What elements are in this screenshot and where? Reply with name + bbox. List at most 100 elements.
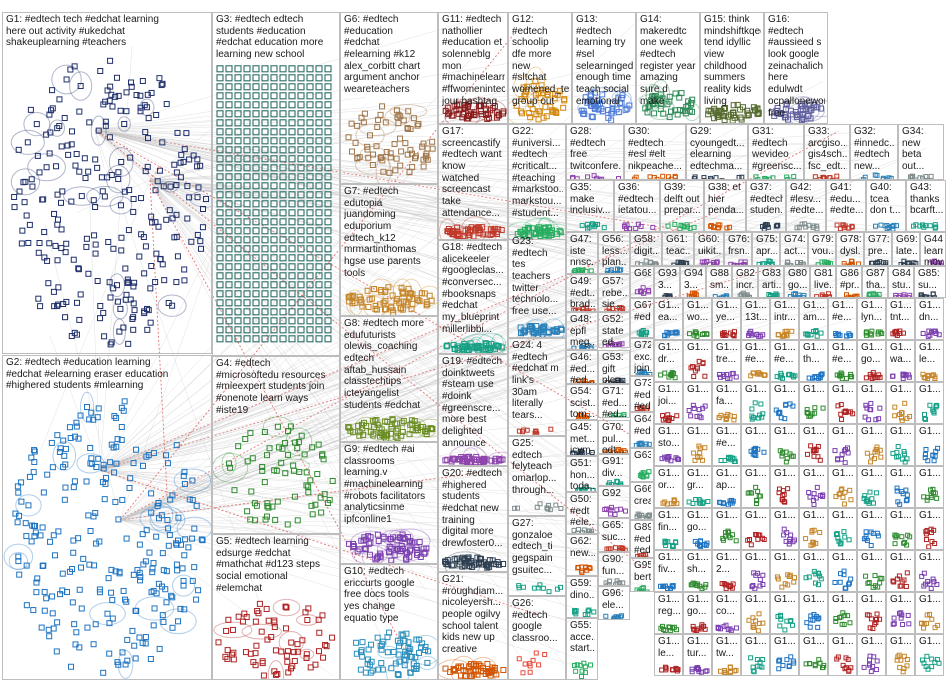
group-small[interactable]: G1...	[799, 592, 828, 634]
group-small[interactable]: G1...	[741, 466, 770, 508]
group-small[interactable]: G1... tw...	[712, 634, 741, 676]
group-g26[interactable]: G26: #edtech google classroo...	[508, 596, 566, 680]
group-small[interactable]: G1... am...	[799, 298, 828, 340]
group-small[interactable]: G1...	[915, 550, 944, 592]
group-g69[interactable]: G69: late...	[892, 232, 920, 266]
group-small[interactable]: G1...	[915, 466, 944, 508]
group-g75[interactable]: G75: apr...	[752, 232, 780, 266]
group-g45[interactable]: G45: met... icym...	[566, 420, 598, 456]
group-small[interactable]: G1...	[770, 508, 799, 550]
group-g21[interactable]: G21: #roughdiam... nicoleyersh... people…	[438, 572, 508, 680]
group-small[interactable]: G1...	[770, 424, 799, 466]
group-g27[interactable]: G27: gonzaloe edtech_ti gegspain gsuitec…	[508, 516, 566, 596]
group-g48[interactable]: G48: epfl meg...	[566, 312, 598, 350]
group-small[interactable]: G1...	[683, 382, 712, 424]
group-small[interactable]: G1...	[857, 424, 886, 466]
group-small[interactable]: G1... sto...	[654, 424, 683, 466]
group-small[interactable]: G1...	[741, 424, 770, 466]
group-g34[interactable]: G34: new beta out...	[898, 124, 944, 180]
group-g12[interactable]: G12: #edtech schoolip dfe more new #sltc…	[508, 12, 572, 124]
group-small[interactable]: G1... fa...	[712, 382, 741, 424]
group-g16[interactable]: G16: #edtech #aussieed s look google zei…	[764, 12, 828, 124]
group-g81[interactable]: G81: live...	[810, 266, 836, 298]
group-small[interactable]: G1... ap...	[712, 466, 741, 508]
group-small[interactable]: G1...	[857, 466, 886, 508]
group-g80[interactable]: G80: go...	[784, 266, 810, 298]
group-small[interactable]: G1... tur...	[683, 634, 712, 676]
group-small[interactable]: G1...	[828, 466, 857, 508]
group-g24[interactable]: G24: 4 #edtech #edchat m link's 30am lit…	[508, 338, 566, 436]
group-small[interactable]: G1...	[915, 592, 944, 634]
group-g15[interactable]: G15: think mindshiftkqed tend idyllic vi…	[700, 12, 764, 124]
group-g13[interactable]: G13: #edtech learning try #sel selearnin…	[572, 12, 636, 124]
group-small[interactable]: G1...	[799, 634, 828, 676]
group-small[interactable]: G1...	[828, 592, 857, 634]
group-small[interactable]: G1...	[770, 550, 799, 592]
group-g90[interactable]: G90: fun...	[598, 552, 630, 586]
group-g60[interactable]: G60: uikit...	[694, 232, 724, 266]
group-g76[interactable]: G76: frsn...	[724, 232, 752, 266]
group-small[interactable]: G1...	[886, 634, 915, 676]
group-g83[interactable]: G83: arti...	[758, 266, 784, 298]
group-g31[interactable]: G31: #edtech wevideo #greensc...	[748, 124, 804, 180]
group-g32[interactable]: G32: #innedc... #edtech new...	[850, 124, 898, 180]
group-g39[interactable]: G39: delft out prepar...	[660, 180, 704, 232]
group-small[interactable]: G1... th...	[799, 340, 828, 382]
group-g8[interactable]: G8: #edtech more edufuturists olewis_coa…	[340, 316, 438, 442]
group-g2[interactable]: G2: #edtech #education learning #edchat …	[2, 355, 212, 680]
group-g96[interactable]: G96: ele...	[598, 586, 630, 620]
group-small[interactable]: G1... reg...	[654, 592, 683, 634]
group-g43[interactable]: G43: thanks bcarft...	[906, 180, 946, 232]
group-small[interactable]: G1...	[712, 508, 741, 550]
group-g71[interactable]: G71: #ed... #ed...	[598, 384, 630, 418]
group-small[interactable]: G1... le...	[915, 340, 944, 382]
group-small[interactable]: G1...	[770, 466, 799, 508]
group-small[interactable]: G1...	[886, 508, 915, 550]
group-g84[interactable]: G84: stu...	[888, 266, 914, 298]
group-g86[interactable]: G86: #pr...	[836, 266, 862, 298]
group-small[interactable]: G1...	[828, 550, 857, 592]
group-g52[interactable]: G52: state ed...	[598, 312, 630, 348]
group-small[interactable]: G1... #e...	[741, 340, 770, 382]
group-g40[interactable]: G40: tcea don t...	[866, 180, 906, 232]
group-small[interactable]: G1...	[741, 634, 770, 676]
group-g92[interactable]: G92	[598, 486, 630, 518]
group-g7[interactable]: G7: #edtech edutopia juandoming eduporiu…	[340, 184, 438, 316]
group-g93[interactable]: G93: 3...	[654, 266, 680, 298]
group-g49[interactable]: G49: #edt... brad...	[566, 274, 598, 312]
group-small[interactable]: G1... #e...	[712, 424, 741, 466]
group-small[interactable]: G1...	[741, 592, 770, 634]
group-small[interactable]: G1... #e...	[828, 298, 857, 340]
group-small[interactable]: G1...	[886, 592, 915, 634]
group-g35[interactable]: G35: make inclusiv...	[566, 180, 614, 232]
group-small[interactable]: G1... 13t...	[741, 298, 770, 340]
group-small[interactable]: G1...	[915, 424, 944, 466]
group-g22[interactable]: G22: #universi... #edtech #criticalt... …	[508, 124, 566, 240]
group-small[interactable]: G1...	[741, 508, 770, 550]
group-small[interactable]: G1...	[857, 508, 886, 550]
group-g44[interactable]: G44: learn mov...	[920, 232, 946, 266]
group-g88[interactable]: G88: sm...	[706, 266, 732, 298]
group-g55[interactable]: G55: acce... start...	[566, 618, 598, 680]
group-small[interactable]: G1... #e...	[828, 340, 857, 382]
group-small[interactable]: G1... sh...	[683, 550, 712, 592]
group-small[interactable]: G1...	[828, 382, 857, 424]
group-g30[interactable]: G30: #edtech #esl #elt nikpeache...	[624, 124, 686, 180]
group-g54[interactable]: G54: scist... tom...	[566, 384, 598, 420]
group-g74[interactable]: G74: act...	[780, 232, 808, 266]
group-g23[interactable]: G23: #edtech tes teachers twitter techno…	[508, 234, 566, 338]
group-small[interactable]: G1...	[741, 550, 770, 592]
group-small[interactable]: G1...	[857, 634, 886, 676]
group-g91[interactable]: G91: div...	[598, 454, 630, 486]
group-g6[interactable]: G6: #edtech #education #edchat #elearnin…	[340, 12, 438, 184]
group-g5[interactable]: G5: #edtech learning edsurge #edchat #ma…	[212, 534, 340, 680]
group-g89[interactable]: G89: #ed #ed...	[630, 520, 654, 558]
group-g95[interactable]: G95: bert...	[630, 558, 654, 592]
group-g46[interactable]: G46: #ed... #ed...	[566, 350, 598, 384]
group-g73[interactable]: G73: #ed... #edt...	[630, 376, 654, 412]
group-g59[interactable]: G59: dino...	[566, 576, 598, 618]
group-small[interactable]: G1...	[770, 382, 799, 424]
group-small[interactable]: G1...	[741, 382, 770, 424]
group-g56[interactable]: G56: less... plan...	[598, 232, 630, 274]
group-small[interactable]: G1... dr...	[654, 340, 683, 382]
